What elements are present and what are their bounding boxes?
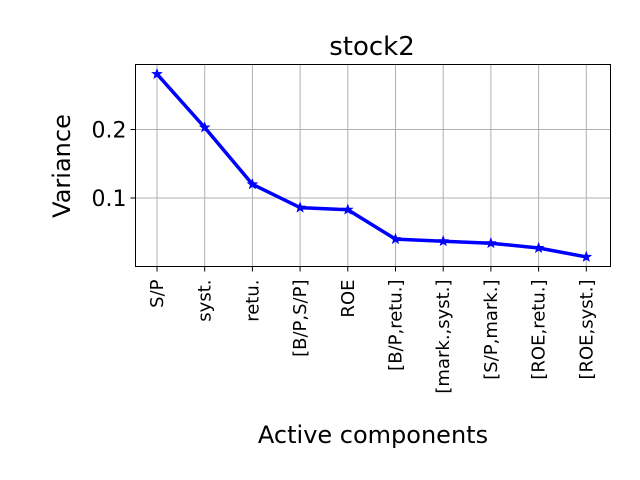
data-point-star [198,121,211,133]
x-tick-label: retu. [242,280,263,322]
series-layer [151,67,593,262]
grid-layer [135,64,611,267]
y-axis-label: Variance [48,114,76,218]
x-tick-label: [mark.,syst.] [433,280,454,394]
data-point-star [246,178,259,190]
tick-layer: S/P syst. retu. [B/P,S/P] ROE [B/P,retu.] [mar… [92,119,598,394]
plot-frame [135,64,611,267]
y-tick-label: 0.2 [92,119,127,144]
x-tick-label: [B/P,S/P] [290,280,311,357]
x-tick-label: [ROE,syst.] [576,280,597,380]
data-point-star [389,232,402,245]
x-tick-label: [B/P,retu.] [386,280,407,371]
y-tick-label: 0.1 [92,187,127,212]
data-point-star [294,201,306,213]
x-tick-label: [S/P,mark.] [481,280,502,380]
series-line [155,72,589,259]
data-point-star [580,250,593,262]
data-point-star [151,67,163,80]
x-axis-label: Active components [258,421,488,449]
x-tick-label: syst. [195,280,216,322]
x-tick-label: ROE [338,280,359,318]
data-point-star [485,237,497,249]
x-tick-label: S/P [147,279,168,307]
x-tick-label: [ROE,retu.] [529,280,550,380]
data-point-star [437,235,450,247]
data-point-star [341,203,354,215]
chart-title: stock2 [329,32,415,62]
data-point-star [532,241,545,253]
